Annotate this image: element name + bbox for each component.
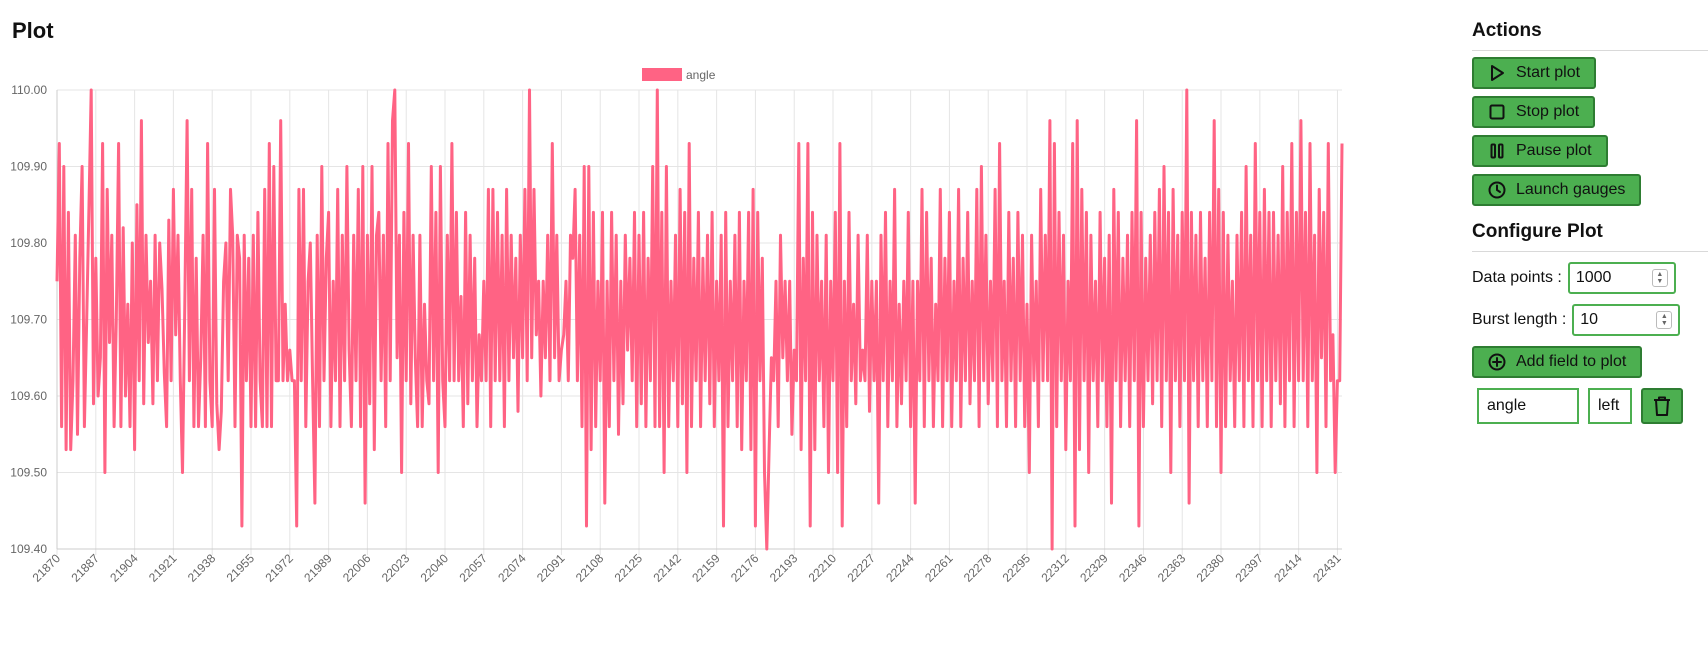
x-tick-label: 22006 xyxy=(340,551,374,585)
y-tick-label: 109.40 xyxy=(10,542,47,556)
x-tick-label: 22448 xyxy=(1349,551,1350,585)
y-tick-label: 109.80 xyxy=(10,236,47,250)
x-tick-label: 21904 xyxy=(107,551,141,585)
burst-length-spinner[interactable]: ▲ ▼ xyxy=(1656,311,1673,329)
launch-gauges-label: Launch gauges xyxy=(1516,181,1626,198)
spinner-down-icon: ▼ xyxy=(1656,278,1664,285)
x-tick-label: 22023 xyxy=(379,551,413,585)
launch-gauges-button[interactable]: Launch gauges xyxy=(1472,174,1642,206)
field-entry-row: angle left xyxy=(1477,388,1708,424)
x-tick-label: 22363 xyxy=(1155,551,1189,585)
x-tick-label: 22125 xyxy=(612,551,646,585)
burst-length-row: Burst length : 10 ▲ ▼ xyxy=(1472,304,1708,336)
x-tick-label: 21921 xyxy=(146,551,180,585)
x-tick-label: 22227 xyxy=(844,551,878,585)
sidebar: Actions Start plot Stop plot Pause plot … xyxy=(1472,20,1708,424)
x-tick-label: 22159 xyxy=(689,551,723,585)
legend-label: angle xyxy=(686,68,716,82)
x-tick-label: 22244 xyxy=(883,551,917,585)
add-field-button[interactable]: Add field to plot xyxy=(1472,346,1643,378)
burst-length-label: Burst length : xyxy=(1472,311,1567,328)
x-tick-label: 22210 xyxy=(806,551,840,585)
x-tick-label: 21887 xyxy=(68,551,102,585)
y-tick-label: 110.00 xyxy=(11,83,47,97)
burst-length-input[interactable]: 10 ▲ ▼ xyxy=(1572,304,1681,336)
add-field-label: Add field to plot xyxy=(1516,353,1627,370)
x-tick-label: 22312 xyxy=(1038,551,1072,585)
clock-icon xyxy=(1488,181,1506,199)
spinner-up-icon: ▲ xyxy=(1656,271,1664,278)
field-name-input[interactable]: angle xyxy=(1477,388,1579,424)
x-tick-label: 22193 xyxy=(767,551,801,585)
x-tick-label: 22176 xyxy=(728,551,762,585)
x-tick-label: 21938 xyxy=(185,551,219,585)
actions-list: Start plot Stop plot Pause plot Launch g… xyxy=(1472,57,1708,206)
x-tick-label: 21955 xyxy=(224,551,258,585)
data-points-input[interactable]: 1000 ▲ ▼ xyxy=(1567,262,1676,294)
line-chart: 110.00 109.90 109.80 109.70 109.60 109.50 109.… xyxy=(10,68,1350,585)
x-tick-label: 22261 xyxy=(922,551,956,585)
y-tick-label: 109.60 xyxy=(10,389,47,403)
series-line-angle xyxy=(55,88,1344,551)
x-tick-label: 21989 xyxy=(301,551,335,585)
x-tick-label: 21972 xyxy=(262,551,296,585)
pause-icon xyxy=(1490,143,1504,159)
actions-title: Actions xyxy=(1472,20,1708,51)
x-tick-label: 22091 xyxy=(534,551,568,585)
stop-plot-label: Stop plot xyxy=(1516,103,1580,120)
x-tick-label: 22142 xyxy=(650,551,684,585)
legend-swatch xyxy=(642,68,682,81)
play-icon xyxy=(1491,65,1504,81)
field-axis-input[interactable]: left xyxy=(1588,388,1632,424)
x-tick-label: 22397 xyxy=(1232,551,1266,585)
x-tick-label: 22295 xyxy=(1000,551,1034,585)
data-points-row: Data points : 1000 ▲ ▼ xyxy=(1472,262,1708,294)
start-plot-label: Start plot xyxy=(1516,64,1581,81)
stop-icon xyxy=(1489,104,1505,120)
x-tick-label: 22346 xyxy=(1116,551,1150,585)
x-tick-label: 22431 xyxy=(1310,551,1344,585)
x-tick-label: 22380 xyxy=(1194,551,1228,585)
y-tick-label: 109.50 xyxy=(10,466,47,480)
configure-plot-title: Configure Plot xyxy=(1472,221,1708,252)
x-tick-label: 22414 xyxy=(1271,551,1305,585)
spinner-up-icon: ▲ xyxy=(1660,313,1668,320)
data-points-label: Data points : xyxy=(1472,269,1562,286)
pause-plot-label: Pause plot xyxy=(1516,142,1592,159)
spinner-down-icon: ▼ xyxy=(1660,320,1668,327)
data-points-spinner[interactable]: ▲ ▼ xyxy=(1651,269,1668,287)
burst-length-value: 10 xyxy=(1580,311,1599,328)
pause-plot-button[interactable]: Pause plot xyxy=(1472,135,1608,167)
x-tick-label: 22108 xyxy=(573,551,607,585)
x-tick-label: 22278 xyxy=(961,551,995,585)
plus-circle-icon xyxy=(1488,353,1506,371)
y-tick-label: 109.70 xyxy=(10,313,47,327)
x-tick-label: 22329 xyxy=(1077,551,1111,585)
delete-field-button[interactable] xyxy=(1641,388,1683,424)
trash-icon xyxy=(1654,396,1670,416)
y-tick-label: 109.90 xyxy=(10,160,47,174)
x-tick-label: 22057 xyxy=(456,551,490,585)
data-points-value: 1000 xyxy=(1575,269,1612,286)
x-tick-label: 22074 xyxy=(495,551,529,585)
x-tick-label: 22040 xyxy=(418,551,452,585)
x-tick-label: 21870 xyxy=(30,551,64,585)
stop-plot-button[interactable]: Stop plot xyxy=(1472,96,1596,128)
page-title: Plot xyxy=(12,18,54,43)
start-plot-button[interactable]: Start plot xyxy=(1472,57,1597,89)
